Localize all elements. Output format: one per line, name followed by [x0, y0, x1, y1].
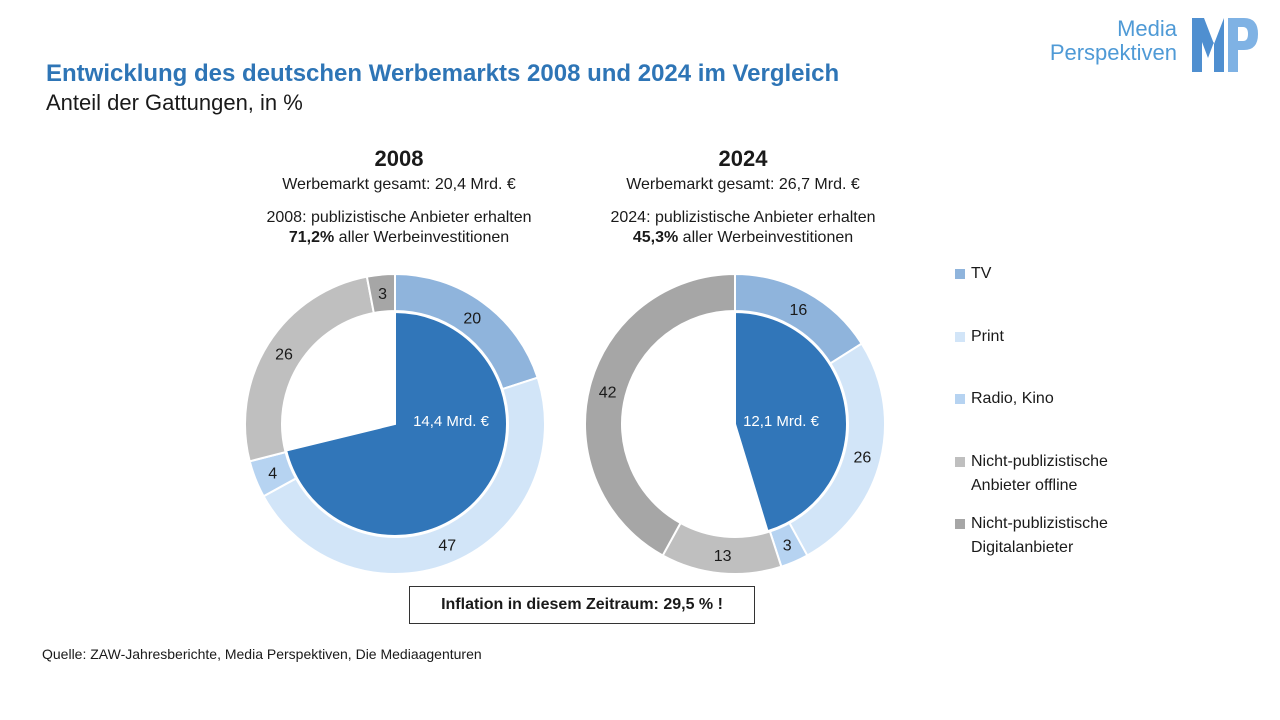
market-total: Werbemarkt gesamt: 20,4 Mrd. € — [282, 176, 516, 193]
segment-label-radio-2024: 3 — [783, 538, 792, 555]
year-header-2008: 2008 Werbemarkt gesamt: 20,4 Mrd. € 2008… — [199, 146, 599, 248]
media-perspektiven-logo: Media Perspektiven — [1040, 14, 1265, 76]
legend-label: TV — [971, 265, 992, 282]
segment-label-tv-2008: 20 — [463, 311, 481, 328]
legend-label: Radio, Kino — [971, 390, 1054, 407]
chart-subtitle: Anteil der Gattungen, in % — [46, 90, 303, 115]
legend-swatch — [955, 457, 965, 467]
legend-label: Print — [971, 328, 1004, 345]
logo-text-line2: Perspektiven — [1049, 40, 1177, 65]
note-line1: 2008: publizistische Anbieter erhalten — [266, 209, 532, 226]
note-share-bold: 71,2% — [288, 229, 335, 246]
year-header-2024: 2024 Werbemarkt gesamt: 26,7 Mrd. € 2024… — [543, 146, 943, 248]
donut-segment-digital-2024 — [584, 272, 736, 557]
segment-label-print-2024: 26 — [853, 450, 871, 467]
segment-label-offline-2008: 26 — [275, 347, 293, 364]
note-rest: aller Werbeinvestitionen — [334, 229, 510, 246]
year-title: 2024 — [718, 146, 768, 171]
segment-label-offline-2024: 13 — [714, 548, 732, 565]
inner-pie-publisher-share-2024 — [734, 310, 848, 533]
mp-logo-icon — [1192, 18, 1258, 72]
note-share-bold: 45,3% — [632, 229, 679, 246]
chart-title: Entwicklung des deutschen Werbemarkts 20… — [46, 60, 840, 87]
segment-label-digital-2008: 3 — [378, 286, 387, 303]
segment-label-radio-2008: 4 — [268, 465, 277, 482]
legend-label: Nicht-publizistische Digitalanbieter — [971, 515, 1108, 556]
legend-label: Nicht-publizistische Anbieter offline — [971, 453, 1108, 494]
inner-pie-label-2008: 14,4 Mrd. € — [413, 413, 490, 430]
publisher-share-note: 2008: publizistische Anbieter erhalten 7… — [199, 208, 599, 248]
legend-swatch — [955, 332, 965, 342]
legend-swatch — [955, 269, 965, 279]
source-note: Quelle: ZAW-Jahresberichte, Media Perspe… — [42, 646, 482, 662]
legend-swatch — [955, 519, 965, 529]
logo-text-line1: Media — [1117, 16, 1177, 41]
note-rest: aller Werbeinvestitionen — [678, 229, 854, 246]
legend-swatch — [955, 394, 965, 404]
publisher-share-note: 2024: publizistische Anbieter erhalten 4… — [543, 208, 943, 248]
segment-label-tv-2024: 16 — [789, 302, 807, 319]
inflation-note: Inflation in diesem Zeitraum: 29,5 % ! — [409, 586, 755, 624]
inner-pie-label-2024: 12,1 Mrd. € — [743, 413, 820, 430]
segment-label-digital-2024: 42 — [599, 384, 617, 401]
segment-label-print-2008: 47 — [438, 538, 456, 555]
note-line1: 2024: publizistische Anbieter erhalten — [610, 209, 876, 226]
year-title: 2008 — [374, 146, 424, 171]
market-total: Werbemarkt gesamt: 26,7 Mrd. € — [626, 176, 860, 193]
inner-pie-publisher-share-2008 — [284, 310, 508, 537]
